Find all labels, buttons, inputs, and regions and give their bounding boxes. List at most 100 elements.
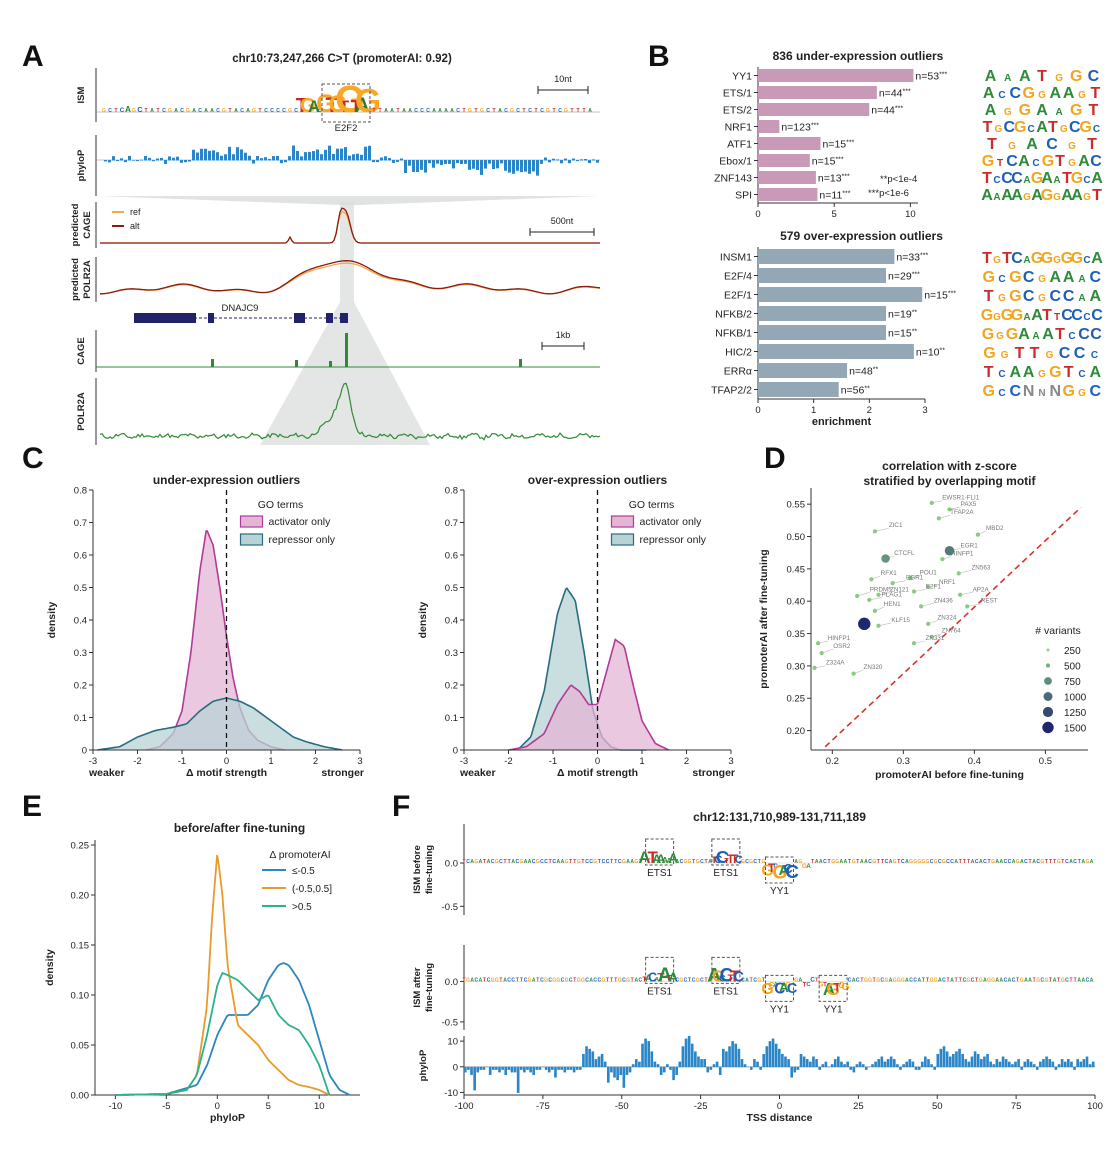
panelA-phylop-bar [444,160,447,164]
panelD-diagonal [824,506,1082,748]
panelF-ism-letter: C [680,859,684,865]
panelF-ism-letter: G [876,977,880,983]
panelF-x-tick-label: 50 [932,1101,943,1112]
panelF-ism-letter: T [610,977,613,983]
panelF-phylop-bar [1073,1066,1076,1070]
panelB-stars: *** [948,291,956,298]
panelF-phylop-bar [952,1053,955,1068]
panelD-point [867,597,872,603]
panelF-ism-letter: G [552,977,556,983]
panelB-category-label: INSM1 [720,252,752,264]
panelF-ism-letter: A [511,859,515,865]
panelA-phylop-bar [124,160,127,163]
panelF-phylop-bar [864,1066,868,1070]
panelB-logo-letter: G [1055,73,1063,84]
panelA-ism-letter: A [402,108,406,114]
panelA-legend-ref: ref [130,207,141,217]
panelF-xlabel: TSS distance [747,1112,813,1124]
panelF-phylop-bar [818,1066,821,1070]
panelF-ism-letter: T [828,859,831,865]
panelD-point [911,589,917,594]
panelB-logo-letter: A [1023,364,1035,381]
panelA-phylop-bar [188,160,191,162]
panelD-label-leader [967,603,981,607]
panelF-phylop-bar [1026,1059,1030,1068]
panelC-legend-swatch [610,533,635,546]
panelA-ism-letter: G [222,108,226,114]
panelF-phylop-bar [986,1053,989,1068]
panelF-ism-letter: G [772,862,787,883]
panelF-phylop-bar [874,1061,877,1068]
panelF-ism-letter: C [1036,859,1040,865]
panelB-category-label: ETS/1 [723,88,752,100]
panelB-logo-letter: A [1053,175,1060,186]
panelF-ism-letter: C [734,969,745,985]
panelD-point-label: PLAG1 [882,591,903,598]
panelF-ism-letter: G [768,980,774,990]
panelF-x-tick-label: 100 [1087,1101,1103,1112]
panelB-logo-letter: G [1038,90,1046,101]
panelA-motif-label: E2F2 [335,123,358,134]
panelF-phylop-bar [725,1051,728,1068]
panelC-x-tick-label: 3 [728,756,733,767]
panelE-y-tick-label: 0.25 [71,841,90,852]
panelB-stars: ** [912,329,918,336]
panelB-category-label: SPI [735,190,752,202]
panelF-phylop-bar [563,1066,567,1073]
panelA-ism-letter: T [474,108,477,114]
panelA-gene-exon [294,313,305,323]
panelA-ism-letter: G [468,108,472,114]
panelA-zoom-shade-1 [96,196,600,205]
panelD-point-label: AP2A [973,586,990,593]
panelB-logo-letter: A [1061,187,1073,204]
panelA-phylop-bar [520,160,523,173]
panelF-ism-letter: A [561,859,565,865]
panelB-logo-letter: C [1001,170,1013,187]
panelA-ism-letter: A [498,108,502,114]
panelB-logo-letter: G [1031,250,1043,267]
panelA-phylop-bar [368,145,371,161]
panelF-phylop-bar [933,1066,937,1070]
panelA-motif-box [321,83,371,123]
panelD-legend-label: 500 [1064,662,1081,673]
panelC-y-tick-label: 0.4 [74,616,87,627]
panelC-legend-swatch [239,515,264,528]
panelF-ism-letter: T [520,977,523,983]
panelF-phylop-bar [846,1061,849,1068]
panelF-ism-letter: C [1065,977,1069,983]
panelF-ism-letter: T [727,973,734,984]
panelF-phylop-bar [771,1038,775,1068]
panelF-ism-letter: G [1061,977,1065,983]
panelB-stars: *** [920,253,928,260]
panelB-category-label: NFKB/2 [715,309,752,321]
panelF-ism-letter: T [1061,859,1064,865]
panelB-category-label: TFAP2/2 [711,385,752,397]
panelF-ism-letter: G [626,977,630,983]
panelF-ism-letter: T [1049,859,1052,865]
panelB-logo-letter: A [993,192,1000,203]
panelB-logo-letter: G [1042,153,1054,170]
panelB-logo-letter: A [1004,73,1011,84]
panelF-ism-letter: G [602,977,606,983]
panelF-ism-letter: C [753,859,757,865]
panelA-ism-letter: C [486,108,490,114]
panelF-ism-letter: C [783,862,792,876]
panelF-ism-letter: T [881,859,884,865]
panelF-phylop-bar [634,1059,638,1068]
panelA-phylop-bar [456,160,459,164]
panelF-ism-letter: C [735,854,743,866]
panelF-ism-letter: G [696,859,700,865]
panelD-point-label: ZN764 [942,628,961,635]
panelD-point-label: HEN1 [884,601,901,608]
panelD-point-label: HINFP1 [951,550,974,557]
panelF-ism-letter: A [707,964,721,986]
panelD-label-leader [892,580,907,584]
panelC-legend-label: repressor only [269,534,336,546]
panelB-logo-letter: A [1078,274,1085,285]
panelF-ism-letter: C [774,981,785,998]
panelA-phylop-bar [464,160,467,164]
panelD-y-tick-label: 0.25 [787,694,806,705]
panelF-ism-letter: G [495,859,499,865]
panelC-stronger: stronger [692,767,735,779]
panelC-stronger: stronger [321,767,364,779]
